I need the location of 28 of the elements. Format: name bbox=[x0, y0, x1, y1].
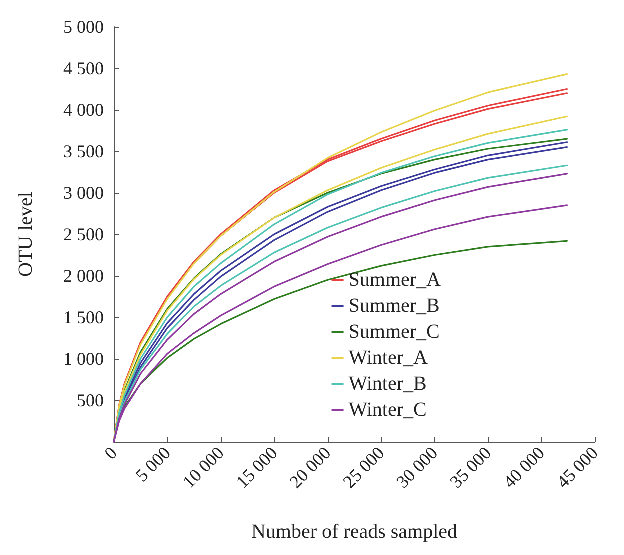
y-tick-label: 1 500 bbox=[64, 308, 104, 328]
x-tick-label: 40 000 bbox=[500, 442, 549, 492]
y-tick-label: 2 500 bbox=[64, 224, 104, 244]
y-tick-label: 2 000 bbox=[64, 266, 104, 286]
y-tick-label: 4 500 bbox=[64, 58, 104, 78]
x-tick-label: 5 000 bbox=[132, 442, 175, 486]
y-axis-title: OTU level bbox=[15, 192, 37, 277]
x-tick-label: 25 000 bbox=[339, 442, 388, 492]
legend-label: Summer_A bbox=[348, 269, 442, 291]
legend-label: Summer_C bbox=[348, 321, 440, 343]
x-tick-label: 10 000 bbox=[178, 442, 228, 492]
legend-label: Winter_C bbox=[348, 399, 427, 421]
y-tick-label: 4 000 bbox=[64, 100, 104, 120]
legend-label: Summer_B bbox=[348, 295, 440, 317]
x-axis-title: Number of reads sampled bbox=[251, 521, 458, 543]
y-tick-label: 3 000 bbox=[64, 183, 104, 203]
x-tick-label: 30 000 bbox=[392, 442, 442, 492]
legend-label: Winter_B bbox=[348, 373, 427, 395]
y-tick-label: 5 000 bbox=[64, 17, 104, 37]
x-tick-label: 45 000 bbox=[552, 442, 602, 492]
x-tick-label: 35 000 bbox=[446, 442, 496, 492]
legend-label: Winter_A bbox=[348, 347, 429, 369]
x-tick-label: 15 000 bbox=[232, 442, 282, 492]
y-tick-label: 3 500 bbox=[64, 142, 104, 162]
x-tick-label: 0 bbox=[100, 442, 122, 464]
y-tick-label: 500 bbox=[77, 390, 104, 410]
y-tick-label: 1 000 bbox=[64, 349, 104, 369]
x-tick-label: 20 000 bbox=[286, 442, 335, 492]
